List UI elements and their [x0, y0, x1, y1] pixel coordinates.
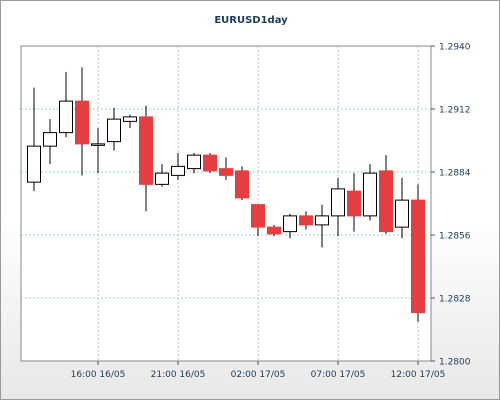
- candle-body-down: [411, 199, 425, 314]
- candle-body-up: [91, 143, 105, 146]
- x-tick-label: 02:00 17/05: [231, 370, 286, 380]
- chart-title: EURUSD1day: [214, 15, 288, 26]
- y-tick-label: 1.2940: [439, 43, 471, 53]
- y-tick-label: 1.2800: [439, 358, 471, 368]
- x-tick-label: 16:00 16/05: [71, 370, 126, 380]
- x-tick-label: 07:00 17/05: [311, 370, 366, 380]
- candle-body-down: [139, 116, 153, 185]
- candle-body-down: [267, 226, 281, 235]
- plot-area: [20, 45, 432, 362]
- candle-body-up: [363, 172, 377, 217]
- x-tick-label: 12:00 17/05: [391, 370, 446, 380]
- candle-body-down: [347, 190, 361, 217]
- candle-body-down: [219, 168, 233, 176]
- candle-body-down: [75, 100, 89, 145]
- x-tick-label: 21:00 16/05: [151, 370, 206, 380]
- y-tick-label: 1.2828: [439, 295, 471, 305]
- candle-body-up: [59, 100, 73, 134]
- candle-body-up: [315, 215, 329, 226]
- candle-body-up: [27, 145, 41, 183]
- candle-body-down: [299, 215, 313, 226]
- candle-body-up: [107, 118, 121, 143]
- y-tick-label: 1.2856: [439, 232, 471, 242]
- candle-body-down: [251, 204, 265, 228]
- candle-body-up: [171, 165, 185, 176]
- candle-body-up: [395, 199, 409, 228]
- candle-body-up: [283, 215, 297, 233]
- y-tick-label: 1.2912: [439, 106, 471, 116]
- candle-body-up: [155, 172, 169, 185]
- candle-body-up: [187, 154, 201, 170]
- y-tick-label: 1.2884: [439, 169, 471, 179]
- candle-body-up: [123, 116, 137, 122]
- candle-body-down: [379, 170, 393, 233]
- candle-body-up: [331, 188, 345, 217]
- candle-body-down: [203, 154, 217, 172]
- candle-body-up: [43, 132, 57, 147]
- candle-body-down: [235, 170, 249, 199]
